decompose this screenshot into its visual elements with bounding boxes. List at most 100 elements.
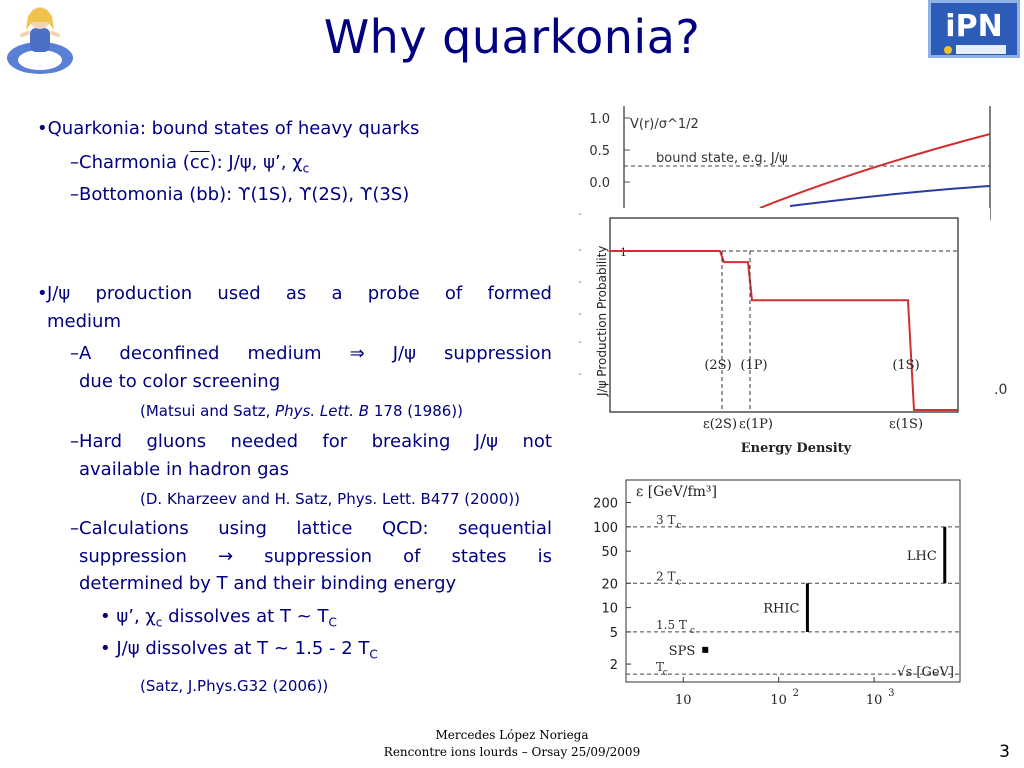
sub-bullet-bottomonia: –Bottomonia (bb): ϒ(1S), ϒ(2S), ϒ(3S) bbox=[70, 184, 410, 205]
threshold-label: ε(1S) bbox=[889, 417, 923, 432]
y-tick-label: 100 bbox=[593, 521, 618, 536]
word: –A bbox=[70, 343, 92, 364]
production-probability-chart: - - - - - - .0 J/ψ Production Probability 1 (2S) (… bbox=[570, 208, 1007, 456]
x-tick-label: 10 bbox=[866, 693, 883, 708]
x-axis-label: √s [GeV] bbox=[897, 665, 954, 680]
word: states bbox=[451, 546, 507, 567]
temperature-label-sub: c bbox=[676, 521, 681, 531]
y-axis-label: J/ψ Production Probability bbox=[595, 246, 609, 397]
temperature-label: 3 T bbox=[656, 513, 675, 527]
plot-frame bbox=[609, 217, 959, 413]
hidden-tick-stub: - bbox=[578, 277, 582, 288]
word: sequential bbox=[458, 518, 552, 539]
energy-density-chart: ε [GeV/fm³] 200 100 50 20 10 5 2 10 10 2 10 3√s [GeV… bbox=[593, 479, 961, 708]
word: deconfined bbox=[119, 343, 220, 364]
reference-satz-2006: (Satz, J.Phys.G32 (2006)) bbox=[140, 677, 329, 695]
y-axis-label: ε [GeV/fm³] bbox=[636, 484, 717, 500]
word: probe bbox=[367, 283, 420, 304]
sub-bullet-lattice-qcd-cont2: determined by T and their binding energy bbox=[79, 573, 457, 594]
word: J/ψ bbox=[392, 343, 416, 364]
experiment-label: LHC bbox=[907, 549, 937, 564]
sub-sub-bullet-jpsi: • J/ψ dissolves at T ~ 1.5 - 2 TC bbox=[100, 638, 378, 662]
word: ⇒ bbox=[349, 343, 365, 364]
ipn-orsay-logo: iPN bbox=[928, 0, 1020, 58]
temperature-label: 2 T bbox=[656, 569, 675, 583]
y-tick-label: 1 bbox=[620, 246, 627, 259]
y-tick-label: 10 bbox=[601, 602, 618, 617]
y-tick-label: 5 bbox=[610, 626, 618, 641]
temperature-label-sub: c bbox=[676, 577, 681, 587]
threshold-label: ε(2S) bbox=[703, 417, 737, 432]
footer-event: Rencontre ions lourds – Orsay 25/09/2009 bbox=[383, 745, 641, 759]
plot-frame bbox=[625, 479, 961, 683]
blue-series-line bbox=[789, 185, 991, 207]
y-tick-label: 1.0 bbox=[589, 112, 610, 127]
word: –Hard bbox=[70, 431, 123, 452]
sub-bullet-deconfined-cont: due to color screening bbox=[79, 371, 281, 392]
word: suppression bbox=[79, 546, 187, 567]
alice-mascot-icon bbox=[7, 7, 73, 74]
x-tick-exponent: 3 bbox=[888, 688, 894, 699]
word: suppression bbox=[444, 343, 552, 364]
word: production bbox=[95, 283, 193, 304]
sub-bullet-deconfined: –A deconfined medium ⇒ J/ψ suppression bbox=[70, 343, 552, 365]
sub-sub-bullet-psi-prime: • ψ’, χc dissolves at T ~ TC bbox=[100, 606, 337, 630]
y-tick-label: 0.5 bbox=[589, 144, 610, 159]
y-tick-label: 50 bbox=[601, 545, 618, 560]
word: as bbox=[285, 283, 307, 304]
x-tick-partial: .0 bbox=[994, 382, 1007, 398]
y-tick-label: 20 bbox=[601, 577, 618, 592]
hidden-tick-stub: - bbox=[578, 337, 582, 348]
word: not bbox=[522, 431, 552, 452]
svg-text:iPN: iPN bbox=[945, 9, 1002, 44]
slide-number: 3 bbox=[999, 742, 1010, 762]
hidden-tick-stub: - bbox=[578, 209, 582, 220]
word: → bbox=[217, 546, 234, 567]
word: J/ψ bbox=[47, 283, 71, 304]
word: needed bbox=[230, 431, 299, 452]
state-label: (1S) bbox=[892, 358, 919, 373]
experiment-label: RHIC bbox=[763, 602, 799, 617]
bullet-jpsi-probe-cont: medium bbox=[47, 311, 121, 332]
word: formed bbox=[487, 283, 552, 304]
word: of bbox=[444, 283, 463, 304]
word: J/ψ bbox=[474, 431, 499, 452]
word: lattice bbox=[296, 518, 353, 539]
word: is bbox=[537, 546, 552, 567]
temperature-label: T bbox=[656, 660, 664, 674]
x-tick-label: 10 bbox=[675, 693, 692, 708]
word: suppression bbox=[264, 546, 373, 567]
temperature-label: 1.5 T bbox=[656, 618, 687, 632]
word: a bbox=[331, 283, 343, 304]
bullet-quarkonia: •Quarkonia: bound states of heavy quarks bbox=[37, 118, 420, 139]
slide-title: Why quarkonia? bbox=[323, 10, 701, 64]
word: –Calculations bbox=[70, 518, 189, 539]
word: QCD: bbox=[381, 518, 429, 539]
hidden-tick-stub: - bbox=[578, 245, 582, 256]
hidden-tick-stub: - bbox=[578, 309, 582, 320]
temperature-label-sub: c bbox=[690, 626, 695, 636]
bullet-jpsi-probe: J/ψ production used as a probe of formed bbox=[47, 283, 552, 305]
red-series-line bbox=[759, 133, 991, 209]
word: gluons bbox=[146, 431, 207, 452]
reference-matsui-satz: (Matsui and Satz, Phys. Lett. B 178 (198… bbox=[140, 402, 463, 420]
threshold-label: ε(1P) bbox=[739, 417, 773, 432]
sub-bullet-charmonia: –Charmonia (cc): J/ψ, ψ’, χc bbox=[70, 152, 310, 176]
sub-bullet-lattice-qcd: –Calculations using lattice QCD: sequential bbox=[70, 518, 552, 540]
x-tick-label: 10 bbox=[770, 693, 787, 708]
bound-state-label: bound state, e.g. J/ψ bbox=[656, 151, 788, 166]
hidden-tick-stub: - bbox=[578, 369, 582, 380]
reference-kharzeev-satz: (D. Kharzeev and H. Satz, Phys. Lett. B4… bbox=[140, 490, 520, 508]
temperature-label-sub: c bbox=[663, 668, 668, 678]
panel-background bbox=[570, 208, 990, 413]
y-tick-label: 0.0 bbox=[589, 176, 610, 191]
experiment-point bbox=[702, 646, 709, 653]
state-label: (2S) bbox=[704, 358, 731, 373]
word: for bbox=[322, 431, 348, 452]
chart-title: V(r)/σ^1/2 bbox=[630, 117, 699, 132]
y-tick-label: 200 bbox=[593, 497, 618, 512]
word: using bbox=[218, 518, 267, 539]
potential-chart: 1.0 0.5 0.0 V(r)/σ^1/2 bound state, e.g. J/ψ bbox=[589, 106, 991, 220]
word: used bbox=[217, 283, 261, 304]
footer-author: Mercedes López Noriega bbox=[435, 728, 589, 742]
